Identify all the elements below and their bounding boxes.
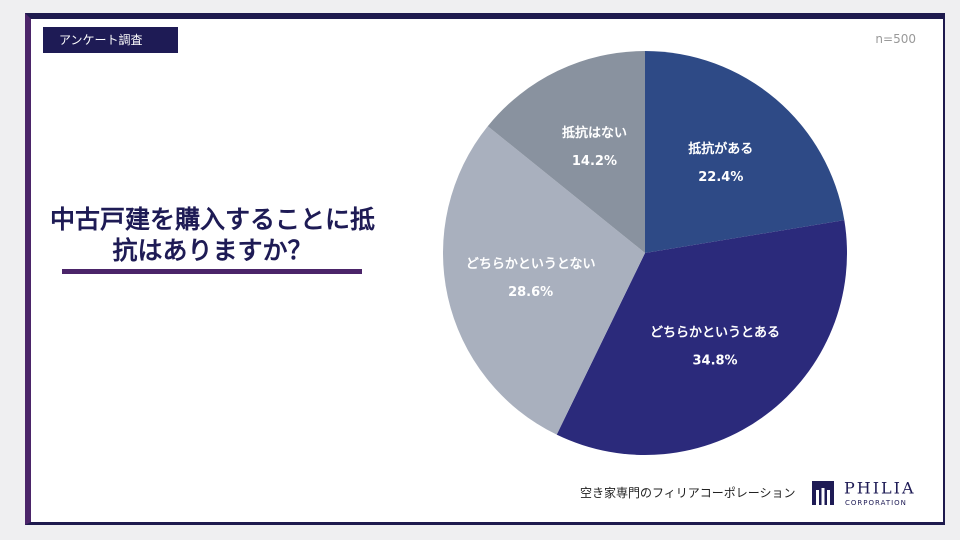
chart-title: 中古戸建を購入することに抵抗はありますか？	[50, 205, 376, 265]
logo: PHILIA CORPORATION	[812, 479, 916, 507]
slice-label: 抵抗はない	[562, 125, 627, 141]
pie-slice	[556, 220, 847, 455]
company-name: 空き家専門のフィリアコーポレーション	[580, 486, 796, 500]
pie-slice	[443, 126, 645, 435]
slice-label: 抵抗がある	[688, 141, 753, 157]
logo-sub: CORPORATION	[845, 499, 907, 507]
badge: アンケート調査	[43, 27, 178, 53]
logo-icon	[821, 488, 825, 505]
data-label: 22.4%	[698, 170, 743, 185]
pie-slice	[645, 51, 845, 253]
data-label: 34.8%	[692, 353, 737, 368]
title-underline	[62, 269, 362, 274]
logo-icon	[816, 490, 819, 505]
slice-label: どちらかというとない	[466, 257, 596, 272]
logo-icon	[827, 490, 830, 505]
data-label: 28.6%	[508, 285, 553, 300]
slice-label: どちらかというとある	[650, 325, 780, 340]
logo-name: PHILIA	[844, 479, 916, 498]
data-label: 14.2%	[572, 154, 617, 169]
sample-size: n=500	[875, 32, 916, 46]
pie-slice	[487, 51, 645, 253]
